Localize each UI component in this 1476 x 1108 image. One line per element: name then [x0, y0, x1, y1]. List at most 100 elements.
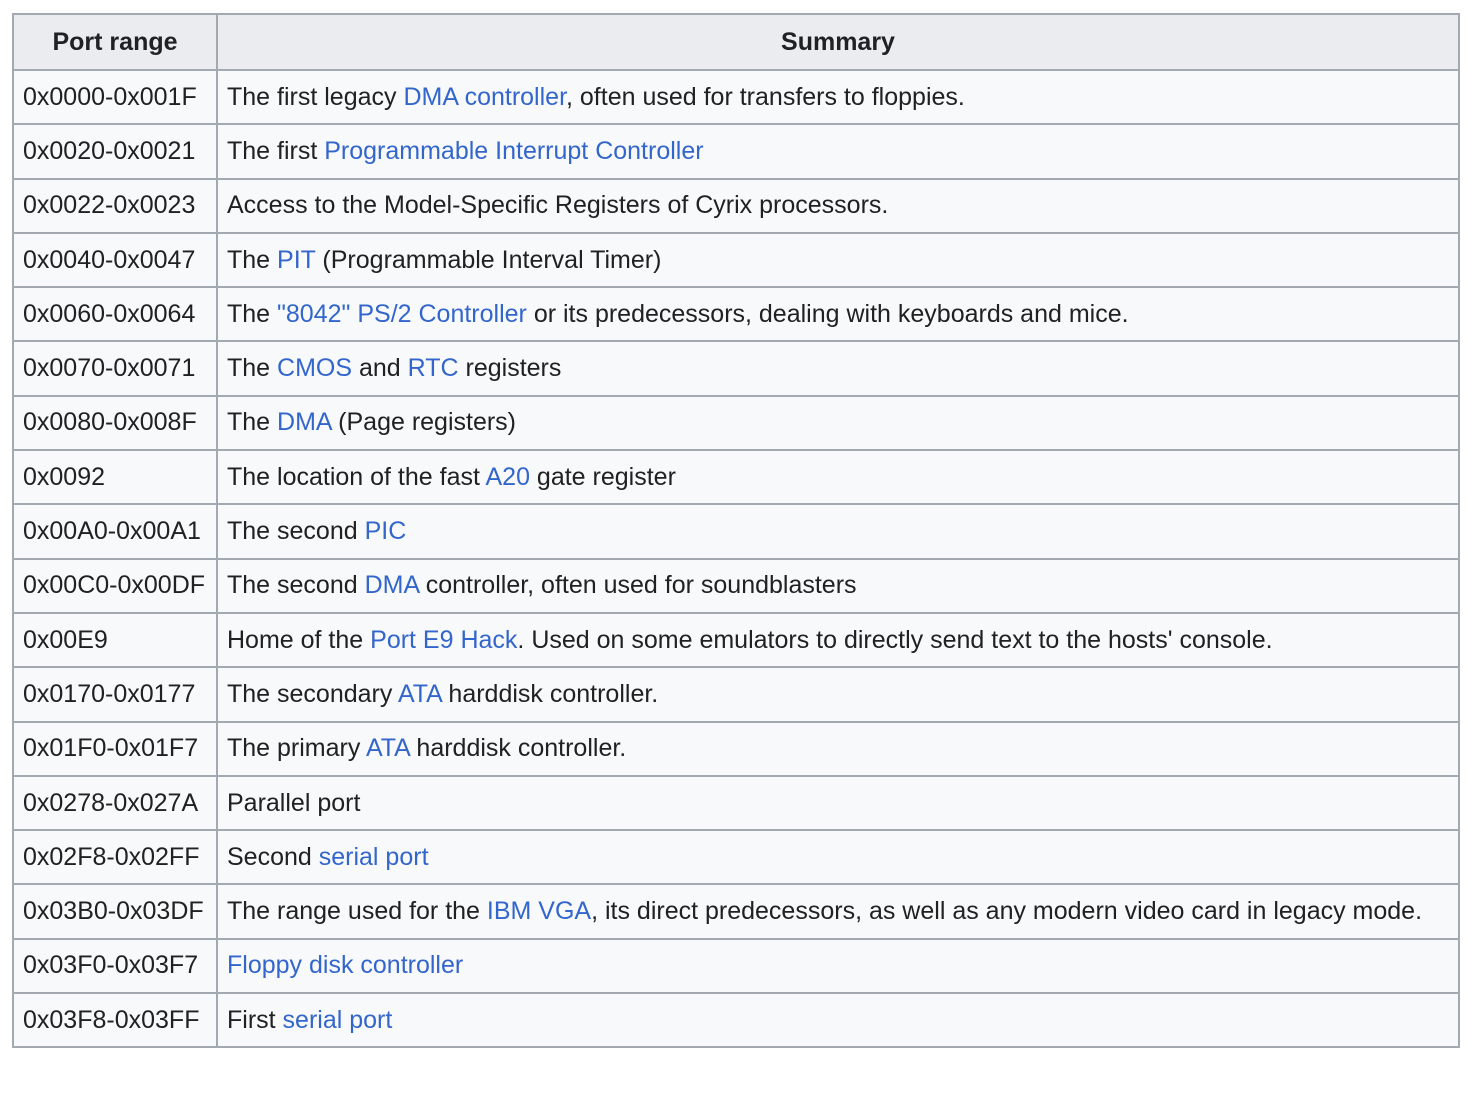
port-range-cell: 0x03F0-0x03F7	[12, 937, 218, 995]
summary-link[interactable]: ATA	[397, 679, 442, 708]
summary-link[interactable]: Programmable Interrupt Controller	[324, 136, 704, 165]
header-row: Port range Summary	[12, 13, 1460, 71]
summary-text: harddisk controller.	[409, 734, 627, 763]
summary-cell: The PIT (Programmable Interval Timer)	[216, 231, 1460, 289]
summary-text: Parallel port	[227, 788, 361, 817]
port-range-header: Port range	[12, 13, 218, 71]
summary-text: , its direct predecessors, as well as an…	[591, 897, 1423, 926]
table-row: 0x0170-0x0177 The secondary ATA harddisk …	[12, 666, 1460, 723]
port-range-cell: 0x0060-0x0064	[12, 286, 218, 343]
port-range-cell: 0x02F8-0x02FF	[12, 829, 218, 886]
summary-text: The	[227, 408, 278, 437]
port-range-cell: 0x01F0-0x01F7	[12, 720, 218, 777]
summary-text: The primary	[227, 734, 366, 763]
port-range-cell: 0x0020-0x0021	[12, 123, 218, 180]
summary-link[interactable]: serial port	[282, 1005, 393, 1034]
summary-text: Home of the	[227, 625, 371, 654]
port-range-cell: 0x00A0-0x00A1	[12, 503, 218, 560]
table-row: 0x0020-0x0021 The first Programmable Inte…	[12, 123, 1460, 180]
summary-text: . Used on some emulators to directly sen…	[517, 625, 1273, 654]
port-range-cell: 0x00C0-0x00DF	[12, 557, 218, 614]
summary-text: The secondary	[227, 679, 398, 708]
summary-text: The	[227, 245, 278, 274]
summary-cell: The first legacy DMA controller, often u…	[216, 68, 1460, 126]
summary-cell: The second DMA controller, often used fo…	[216, 557, 1460, 614]
summary-text: , often used for transfers to floppies.	[566, 82, 965, 111]
summary-link[interactable]: A20	[485, 462, 530, 491]
summary-text: The range used for the	[227, 897, 487, 926]
summary-cell: Access to the Model-Specific Registers o…	[216, 177, 1460, 234]
port-range-cell: 0x00E9	[12, 611, 218, 669]
table-header: Port range Summary	[12, 13, 1460, 71]
summary-link[interactable]: ATA	[365, 734, 410, 763]
summary-text: harddisk controller.	[441, 679, 659, 708]
summary-link[interactable]: RTC	[407, 354, 459, 383]
port-range-cell: 0x0080-0x008F	[12, 394, 218, 452]
table-row: 0x0000-0x001F The first legacy DMA contro…	[12, 68, 1460, 126]
table-row: 0x0092 The location of the fast A20 gate …	[12, 449, 1460, 506]
summary-link[interactable]: DMA controller	[403, 82, 567, 111]
table-row: 0x0022-0x0023 Access to the Model-Specifi…	[12, 177, 1460, 234]
summary-text: Second	[227, 842, 319, 871]
summary-link[interactable]: CMOS	[277, 354, 353, 383]
summary-header: Summary	[216, 13, 1460, 71]
table-row: 0x00A0-0x00A1 The second PIC	[12, 503, 1460, 560]
summary-cell: Parallel port	[216, 774, 1460, 832]
summary-link[interactable]: IBM VGA	[486, 897, 592, 926]
summary-cell: The first Programmable Interrupt Control…	[216, 123, 1460, 180]
summary-cell: The CMOS and RTC registers	[216, 340, 1460, 397]
summary-text: controller, often used for soundblasters	[418, 571, 857, 600]
table-row: 0x0080-0x008F The DMA (Page registers)	[12, 394, 1460, 452]
port-range-cell: 0x0092	[12, 449, 218, 506]
table-body: 0x0000-0x001F The first legacy DMA contro…	[12, 68, 1460, 1049]
table-row: 0x0040-0x0047 The PIT (Programmable Inter…	[12, 231, 1460, 289]
summary-text: The second	[227, 517, 365, 546]
summary-text: First	[227, 1005, 283, 1034]
port-range-table: Port range Summary 0x0000-0x001F The firs…	[12, 13, 1460, 1049]
summary-text: Access to the Model-Specific Registers o…	[227, 191, 889, 220]
summary-text: (Programmable Interval Timer)	[315, 245, 662, 274]
summary-cell: Floppy disk controller	[216, 937, 1460, 995]
port-range-cell: 0x03F8-0x03FF	[12, 992, 218, 1049]
summary-link[interactable]: PIT	[277, 245, 316, 274]
summary-link[interactable]: Port E9 Hack	[370, 625, 518, 654]
port-range-cell: 0x03B0-0x03DF	[12, 883, 218, 940]
summary-text: The	[227, 299, 278, 328]
summary-cell: The primary ATA harddisk controller.	[216, 720, 1460, 777]
summary-cell: The "8042" PS/2 Controller or its predec…	[216, 286, 1460, 343]
table-row: 0x0060-0x0064 The "8042" PS/2 Controller …	[12, 286, 1460, 343]
port-range-cell: 0x0022-0x0023	[12, 177, 218, 234]
summary-text: The first	[227, 136, 325, 165]
summary-cell: The location of the fast A20 gate regist…	[216, 449, 1460, 506]
summary-text: The location of the fast	[227, 462, 486, 491]
port-range-cell: 0x0070-0x0071	[12, 340, 218, 397]
table-row: 0x00C0-0x00DF The second DMA controller, …	[12, 557, 1460, 614]
summary-link[interactable]: DMA	[364, 571, 419, 600]
summary-text: (Page registers)	[331, 408, 517, 437]
summary-text: The second	[227, 571, 365, 600]
table-row: 0x00E9 Home of the Port E9 Hack. Used on …	[12, 611, 1460, 669]
summary-text: registers	[458, 354, 562, 383]
summary-link[interactable]: PIC	[364, 517, 407, 546]
port-range-cell: 0x0170-0x0177	[12, 666, 218, 723]
table-row: 0x0278-0x027A Parallel port	[12, 774, 1460, 832]
table-row: 0x01F0-0x01F7 The primary ATA harddisk co…	[12, 720, 1460, 777]
summary-link[interactable]: "8042" PS/2 Controller	[277, 299, 527, 328]
port-range-cell: 0x0040-0x0047	[12, 231, 218, 289]
summary-link[interactable]: serial port	[318, 842, 429, 871]
summary-text: The	[227, 354, 278, 383]
table-row: 0x0070-0x0071 The CMOS and RTC registers	[12, 340, 1460, 397]
summary-cell: The second PIC	[216, 503, 1460, 560]
port-range-cell: 0x0278-0x027A	[12, 774, 218, 832]
summary-cell: The range used for the IBM VGA, its dire…	[216, 883, 1460, 940]
summary-link[interactable]: Floppy disk controller	[227, 951, 464, 980]
summary-cell: First serial port	[216, 992, 1460, 1049]
table-row: 0x03F0-0x03F7 Floppy disk controller	[12, 937, 1460, 995]
table-row: 0x03F8-0x03FF First serial port	[12, 992, 1460, 1049]
table-row: 0x03B0-0x03DF The range used for the IBM …	[12, 883, 1460, 940]
summary-cell: The DMA (Page registers)	[216, 394, 1460, 452]
table-row: 0x02F8-0x02FF Second serial port	[12, 829, 1460, 886]
summary-link[interactable]: DMA	[277, 408, 332, 437]
summary-text: gate register	[529, 462, 676, 491]
port-range-cell: 0x0000-0x001F	[12, 68, 218, 126]
